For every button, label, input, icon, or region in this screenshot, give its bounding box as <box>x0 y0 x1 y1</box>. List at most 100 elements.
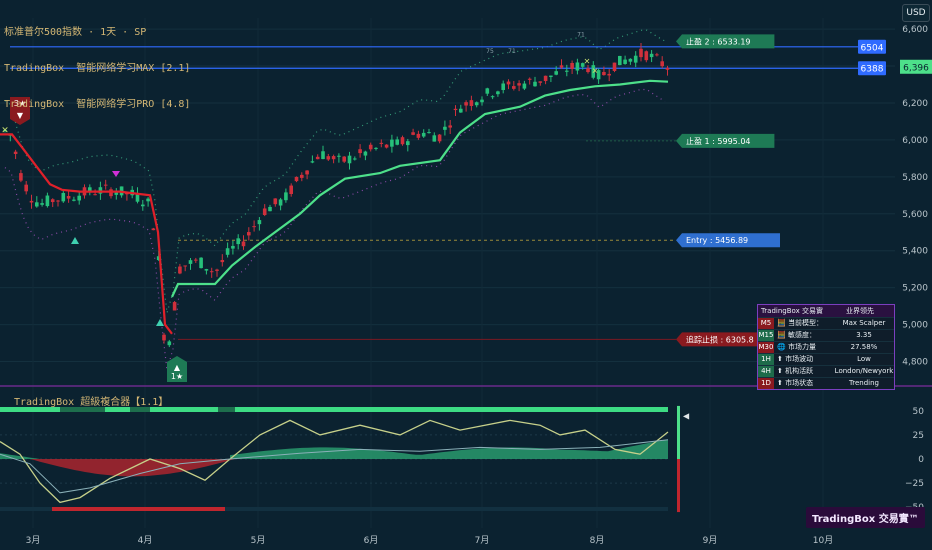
candle-body[interactable] <box>639 48 643 58</box>
candle-body[interactable] <box>109 189 113 197</box>
price-line-tag-text[interactable]: 6388 <box>861 65 884 75</box>
trade-label-text[interactable]: 止盈 2 : 6533.19 <box>686 36 751 46</box>
candle-body[interactable] <box>570 62 574 69</box>
candle-body[interactable] <box>390 139 394 147</box>
candle-body[interactable] <box>56 200 60 202</box>
candle-body[interactable] <box>395 139 399 145</box>
candle-body[interactable] <box>644 51 649 61</box>
candle-body[interactable] <box>512 86 516 89</box>
candle-body[interactable] <box>474 102 479 106</box>
candle-body[interactable] <box>278 199 283 206</box>
price-tick-label[interactable]: 6,000 <box>902 136 928 146</box>
candle-body[interactable] <box>559 65 564 68</box>
month-label[interactable]: 6月 <box>364 535 379 546</box>
candle-body[interactable] <box>596 70 601 80</box>
candle-body[interactable] <box>305 170 309 175</box>
candle-body[interactable] <box>384 144 389 148</box>
candle-body[interactable] <box>103 184 108 186</box>
candle-body[interactable] <box>61 193 66 202</box>
price-tick-label[interactable]: 5,800 <box>902 173 928 183</box>
candle-body[interactable] <box>575 62 580 71</box>
candle-body[interactable] <box>443 126 447 130</box>
candle-body[interactable] <box>506 81 511 85</box>
candle-body[interactable] <box>612 62 617 71</box>
month-label[interactable]: 8月 <box>590 535 605 546</box>
month-label[interactable]: 3月 <box>26 535 41 546</box>
candle-body[interactable] <box>141 204 145 207</box>
candle-body[interactable] <box>543 75 548 81</box>
candle-body[interactable] <box>231 245 235 249</box>
candle-body[interactable] <box>315 156 320 160</box>
candle-body[interactable] <box>225 248 230 255</box>
candle-body[interactable] <box>284 192 288 201</box>
candle-body[interactable] <box>268 206 272 212</box>
candle-body[interactable] <box>321 151 325 160</box>
candle-body[interactable] <box>3 129 7 131</box>
time-axis[interactable]: 3月 4月 5月 6月 7月 8月 9月 10月 <box>0 528 932 550</box>
candle-body[interactable] <box>416 133 421 138</box>
candle-body[interactable] <box>289 185 293 194</box>
price-line-tag[interactable] <box>858 39 886 54</box>
candle-body[interactable] <box>374 147 378 149</box>
candle-body[interactable] <box>183 265 187 267</box>
candle-body[interactable] <box>437 134 442 142</box>
candle-body[interactable] <box>209 271 214 273</box>
candle-body[interactable] <box>533 81 537 87</box>
candle-body[interactable] <box>188 260 193 264</box>
candle-body[interactable] <box>453 108 458 111</box>
month-label[interactable]: 4月 <box>138 535 153 546</box>
price-line-tag-text[interactable]: 6504 <box>861 43 884 53</box>
candle-body[interactable] <box>220 259 225 263</box>
month-label[interactable]: 5月 <box>251 535 266 546</box>
candle-body[interactable] <box>580 63 585 67</box>
price-line-tag[interactable] <box>858 61 886 76</box>
candle-body[interactable] <box>146 198 150 202</box>
candle-body[interactable] <box>326 156 331 160</box>
candle-body[interactable] <box>162 334 166 341</box>
candle-body[interactable] <box>490 96 495 98</box>
price-axis[interactable]: 4,800 5,000 5,200 5,400 5,600 5,800 6,000 6,200… <box>0 0 932 388</box>
candle-body[interactable] <box>199 257 203 269</box>
price-tick-label[interactable]: 5,600 <box>902 210 928 220</box>
candle-body[interactable] <box>353 158 357 160</box>
candle-body[interactable] <box>294 176 299 182</box>
price-tick-label[interactable]: 4,800 <box>902 358 928 368</box>
candle-body[interactable] <box>135 193 140 202</box>
symbol-title[interactable]: 标准普尔500指数 · 1天 · SP <box>4 27 147 38</box>
candle-body[interactable] <box>45 195 50 207</box>
price-tick-label[interactable]: 5,200 <box>902 284 928 294</box>
candle-body[interactable] <box>623 59 627 64</box>
oscillator-title[interactable]: TradingBox 超級複合器【1.1】 <box>14 397 169 408</box>
candle-body[interactable] <box>628 58 633 62</box>
trade-label-box[interactable] <box>676 332 769 347</box>
candle-body[interactable] <box>236 238 240 245</box>
candle-body[interactable] <box>252 226 256 228</box>
candle-body[interactable] <box>459 108 463 113</box>
candle-body[interactable] <box>522 83 527 89</box>
candle-body[interactable] <box>655 54 659 56</box>
candle-body[interactable] <box>72 199 76 201</box>
candle-body[interactable] <box>358 149 362 154</box>
candle-body[interactable] <box>517 83 521 86</box>
candle-body[interactable] <box>215 269 219 271</box>
candle-body[interactable] <box>257 220 262 225</box>
indicator-pro-label[interactable]: TradingBox 智能网络学习PRO [4.8] <box>4 99 191 110</box>
candle-body[interactable] <box>331 156 336 160</box>
month-label[interactable]: 9月 <box>703 535 718 546</box>
candle-body[interactable] <box>464 102 468 106</box>
candle-body[interactable] <box>665 67 670 70</box>
candle-body[interactable] <box>379 142 384 144</box>
candle-body[interactable] <box>167 341 172 346</box>
candle-body[interactable] <box>247 232 251 236</box>
candle-body[interactable] <box>586 68 590 73</box>
trade-label-box[interactable] <box>676 233 780 248</box>
candle-body[interactable] <box>496 91 500 95</box>
candle-body[interactable] <box>66 195 71 199</box>
candle-body[interactable] <box>501 83 505 91</box>
candle-body[interactable] <box>262 208 267 215</box>
candle-body[interactable] <box>480 99 484 103</box>
candle-body[interactable] <box>565 70 569 72</box>
candle-body[interactable] <box>406 141 410 146</box>
candle-body[interactable] <box>427 132 431 134</box>
candle-body[interactable] <box>50 199 55 203</box>
